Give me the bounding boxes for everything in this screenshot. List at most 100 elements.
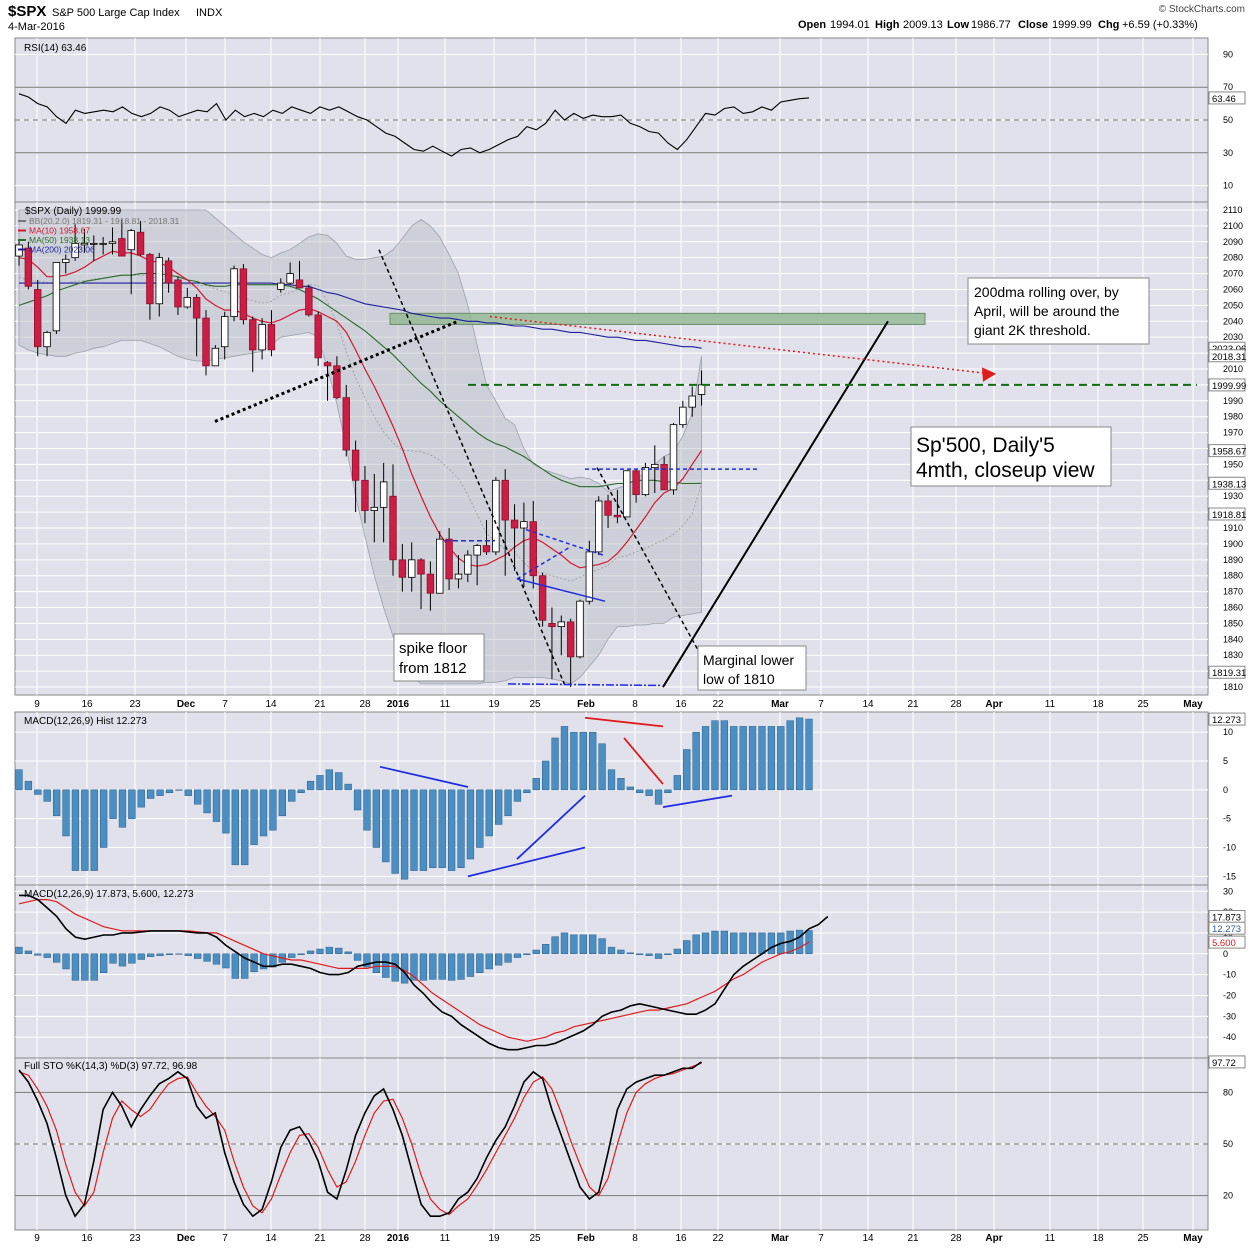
divergence-line	[379, 765, 469, 788]
annotation-line: April, will be around the	[974, 303, 1120, 319]
value-tag	[1208, 91, 1246, 105]
candle-body	[146, 254, 154, 305]
histogram-bar	[683, 749, 691, 791]
trendline-uptrend	[662, 320, 889, 688]
value-tag-label: 2018.31	[1212, 352, 1246, 363]
histogram-bar	[363, 789, 371, 831]
candle-body	[660, 464, 668, 491]
candle-body	[623, 470, 631, 518]
y-tick-label: 0	[1223, 949, 1228, 959]
macd-histogram-bar	[711, 930, 719, 955]
y-tick-label: -10	[1223, 843, 1236, 853]
histogram-bar	[222, 789, 230, 834]
candle-body	[604, 500, 612, 516]
chart-exchange: INDX	[196, 7, 223, 19]
candle-body	[473, 545, 481, 556]
x-tick-label: 7	[818, 699, 824, 710]
macd-histogram-bar	[429, 953, 437, 980]
y-tick-label: 2050	[1223, 300, 1243, 310]
divergence-line	[623, 737, 664, 785]
divergence-line	[467, 846, 586, 878]
x-tick-label: 21	[314, 1233, 326, 1244]
low-value: 1986.77	[971, 19, 1011, 31]
histogram-bar	[786, 720, 794, 791]
candle-body	[342, 397, 350, 451]
rsi-line	[18, 93, 810, 157]
macd-histogram-bar	[203, 953, 211, 962]
histogram-bar	[147, 789, 155, 799]
x-tick-label: Mar	[771, 699, 789, 710]
y-tick-label: 1880	[1223, 571, 1243, 581]
y-tick-label: 1890	[1223, 555, 1243, 565]
x-tick-label: 25	[1137, 699, 1149, 710]
value-tag	[1208, 665, 1246, 679]
macd-histogram-bar	[316, 948, 324, 955]
value-tag-label: 12.273	[1212, 924, 1241, 935]
x-tick-label: 21	[907, 699, 919, 710]
histogram-bar	[739, 726, 747, 791]
macd-histogram-bar	[739, 932, 747, 955]
macd-histogram-bar	[626, 952, 634, 955]
y-tick-label: 0	[1223, 785, 1228, 795]
macd-histogram-bar	[99, 953, 108, 974]
candle-body	[192, 297, 201, 319]
y-tick-label: 5	[1223, 756, 1228, 766]
annotation-box	[393, 633, 485, 682]
candle-body	[239, 268, 248, 321]
y-tick-label: 80	[1223, 1087, 1233, 1097]
macd-histogram-bar	[560, 932, 569, 955]
annotation-line: spike floor	[399, 640, 467, 657]
histogram-bar	[71, 789, 80, 871]
candle-body	[62, 258, 70, 263]
value-tag-label: 5.600	[1212, 938, 1236, 949]
x-tick-label: 2016	[387, 1233, 410, 1244]
macd-histogram-bar	[664, 953, 672, 955]
histogram-bar	[344, 783, 352, 791]
macd-histogram-bar	[438, 953, 446, 980]
histogram-bar	[335, 772, 343, 791]
macd-histogram-bar	[43, 953, 51, 958]
macd-histogram-bar	[607, 946, 616, 955]
trendline-dashed-down	[378, 249, 566, 686]
macd-histogram-bar	[184, 953, 192, 956]
candle-body	[576, 600, 584, 658]
histogram-bar	[231, 789, 239, 866]
annotation-line: 4mth, closeup view	[916, 459, 1095, 482]
y-tick-label: -5	[1223, 814, 1231, 824]
value-tag-label: 1938.13	[1212, 479, 1246, 490]
macd-histogram-bar	[532, 949, 540, 955]
x-tick-label: Feb	[577, 699, 595, 710]
y-tick-label: 1900	[1223, 539, 1243, 549]
y-tick-label: 20	[1223, 1191, 1233, 1201]
histogram-bar	[81, 789, 89, 871]
candle-body	[15, 244, 23, 257]
macd-histogram-bar	[34, 953, 42, 956]
watermark: © StockCharts.com	[1159, 4, 1245, 15]
x-tick-label: 25	[529, 699, 541, 710]
x-tick-label: 11	[1045, 699, 1056, 710]
histogram-bar	[241, 789, 249, 866]
macd-histogram-bar	[363, 953, 371, 968]
y-tick-label: -40	[1223, 1032, 1236, 1042]
y-tick-label: 70	[1223, 82, 1233, 92]
macd-histogram-bar	[353, 953, 362, 961]
x-tick-label: 18	[1092, 1233, 1104, 1244]
value-tag-label: 17.873	[1212, 913, 1241, 924]
histogram-bar	[391, 789, 399, 874]
annotation-spike-floor: spike floor from 1812	[393, 633, 485, 682]
value-tag-label: 63.46	[1212, 94, 1236, 105]
candle-body	[286, 273, 294, 284]
candle-body	[398, 559, 407, 578]
y-tick-label: 10	[1223, 727, 1233, 737]
candle-body	[164, 260, 173, 284]
histogram-bar	[269, 789, 277, 831]
macd-histogram-bar	[118, 953, 127, 967]
macd-histogram-bar	[71, 953, 80, 981]
histogram-bar	[626, 786, 634, 791]
y-tick-label: 1910	[1223, 523, 1243, 533]
macd-histogram-bar	[476, 953, 484, 974]
x-tick-label: 8	[632, 1233, 638, 1244]
y-tick-label: 10	[1223, 181, 1233, 191]
histogram-bar	[325, 769, 334, 791]
x-tick-label: 28	[950, 1233, 962, 1244]
